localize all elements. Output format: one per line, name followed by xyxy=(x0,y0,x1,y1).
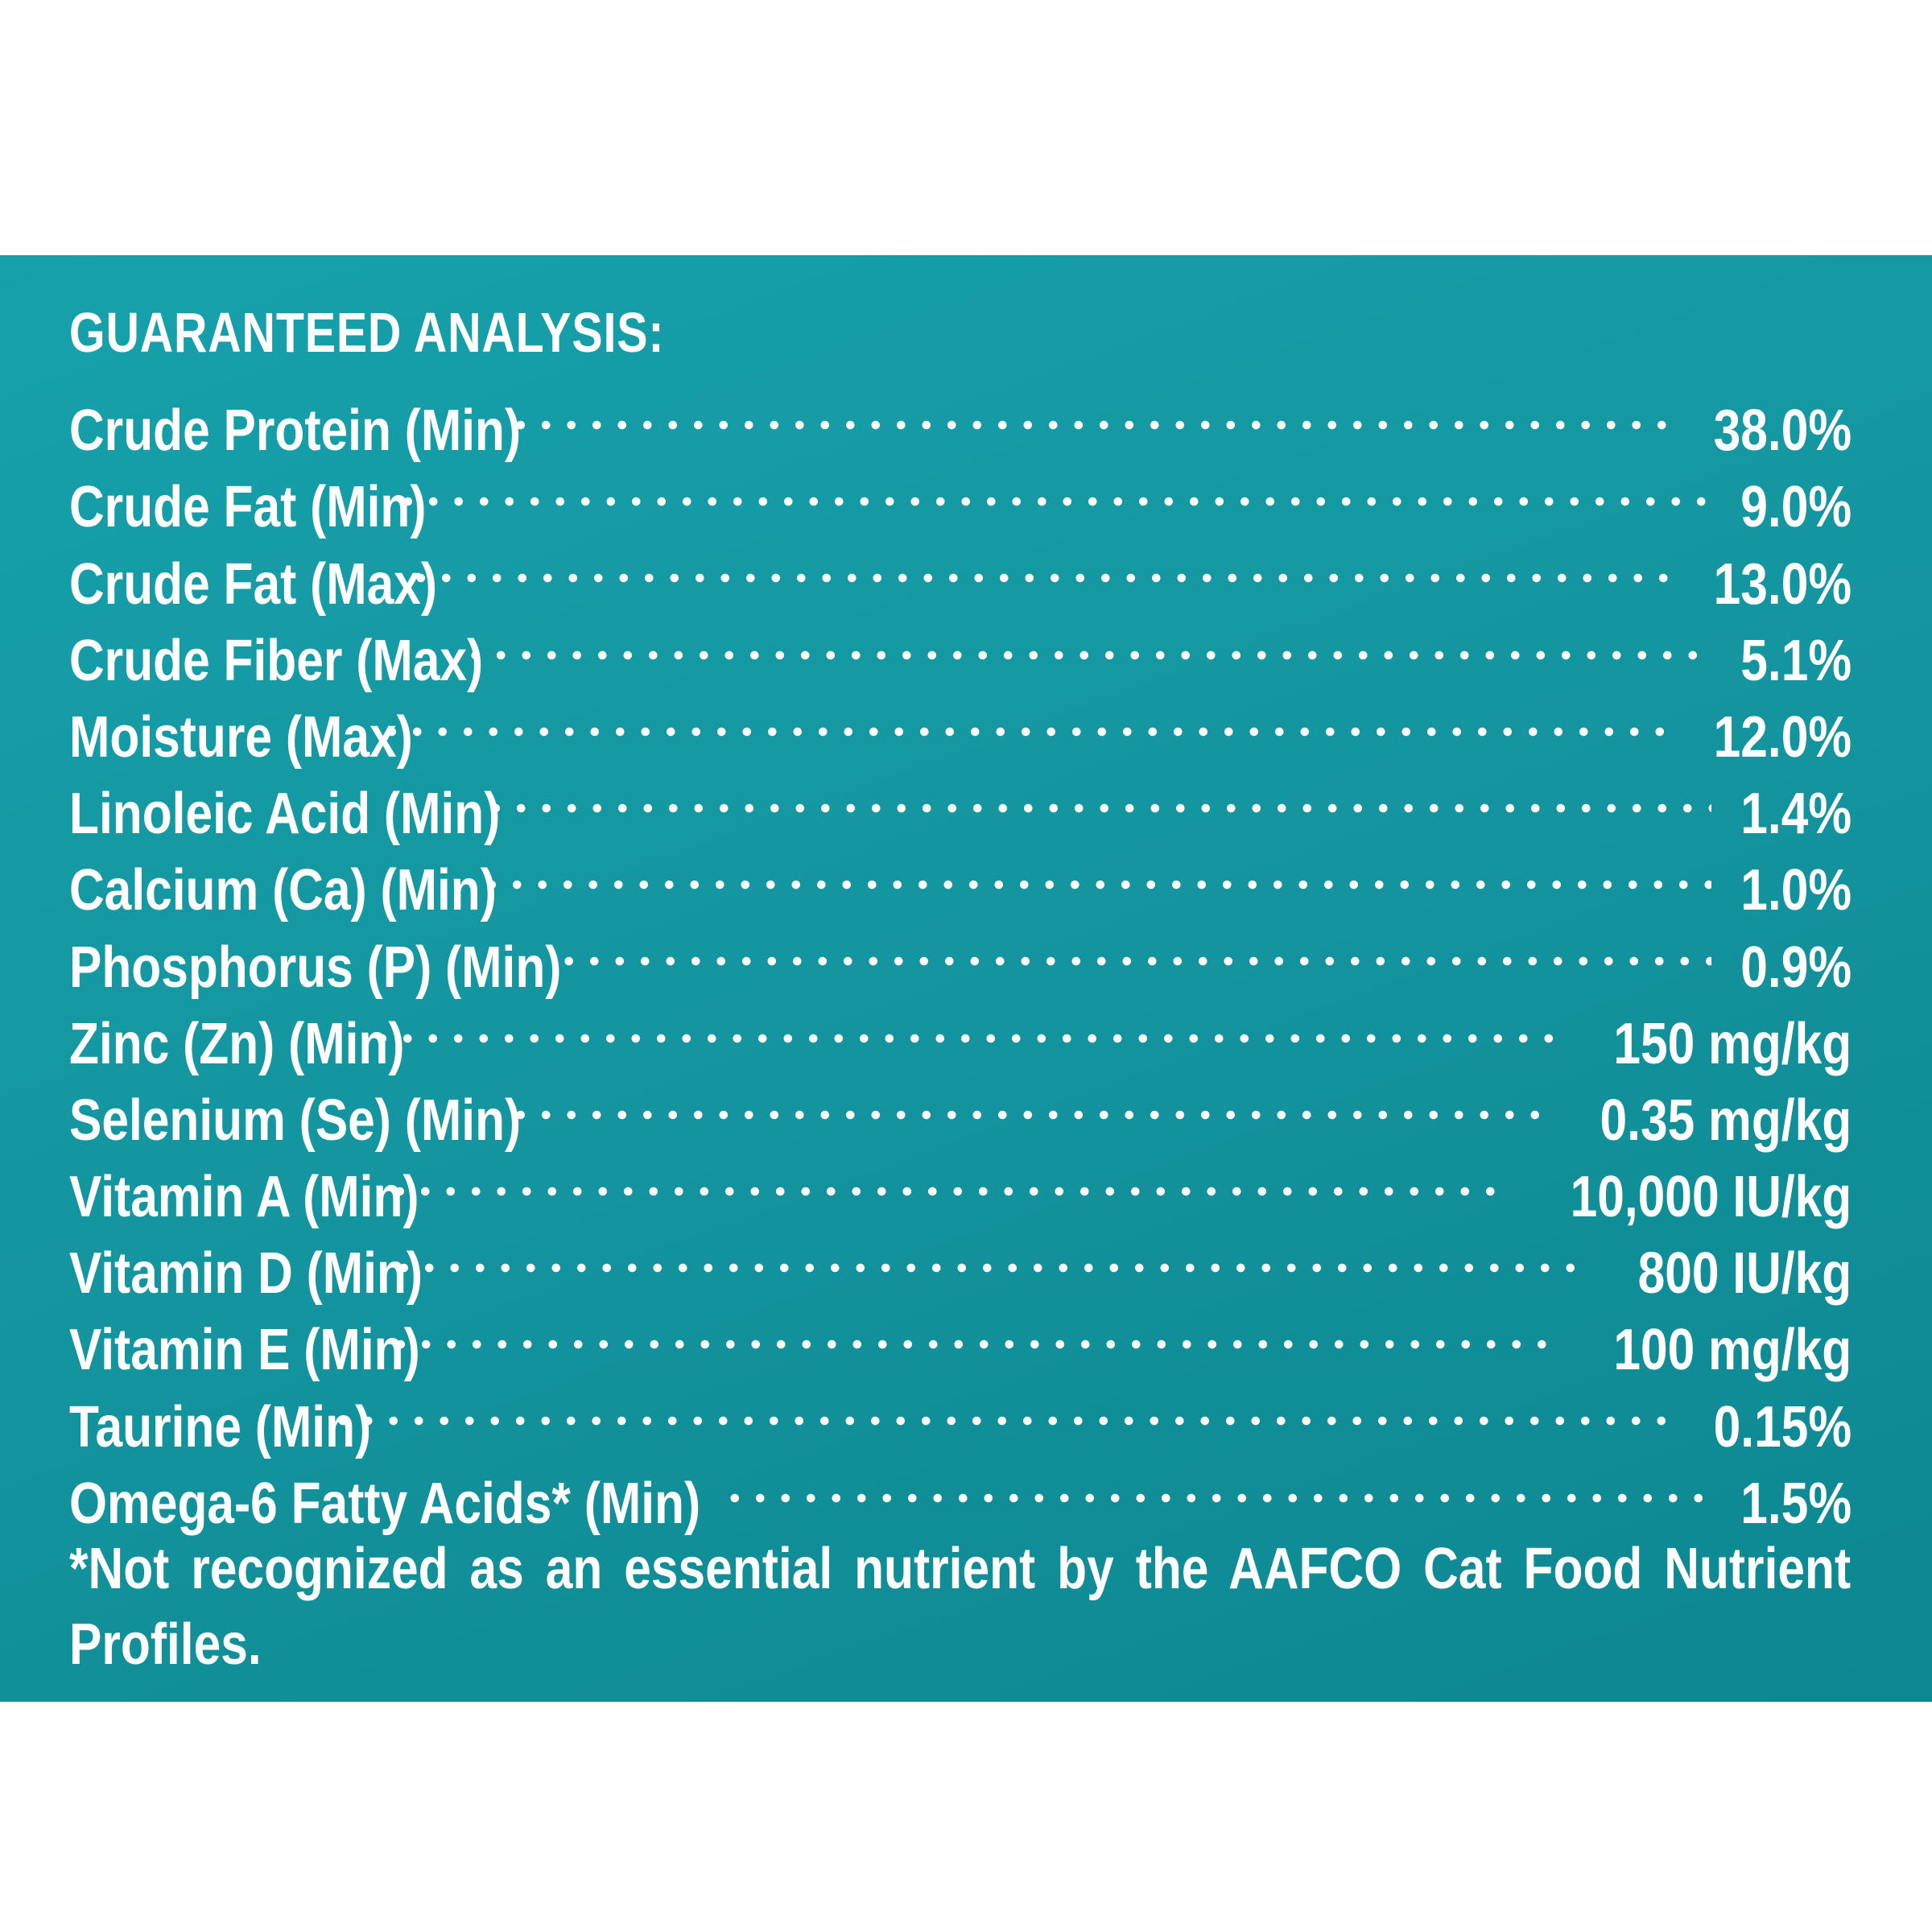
analysis-row: Vitamin D (Min) 800 IU/kg xyxy=(69,1216,1852,1306)
analysis-row: Crude Fat (Min) 9.0% xyxy=(69,450,1852,539)
dot-leader xyxy=(463,604,1711,680)
nutrient-label: Crude Fiber (Max) xyxy=(69,628,484,693)
dot-leader xyxy=(483,757,1711,833)
analysis-row: Linoleic Acid (Min) 1.4% xyxy=(69,757,1852,846)
nutrient-value: 9.0% xyxy=(1740,475,1852,540)
nutrient-label: Calcium (Ca) (Min) xyxy=(69,858,497,923)
nutrient-label: Crude Fat (Max) xyxy=(69,551,437,617)
nutrient-label: Crude Fat (Min) xyxy=(69,475,427,540)
nutrient-label: Vitamin D (Min) xyxy=(69,1241,423,1307)
nutrient-value: 13.0% xyxy=(1713,551,1852,617)
nutrient-value: 0.35 mg/kg xyxy=(1600,1088,1852,1153)
nutrient-value: 800 IU/kg xyxy=(1637,1241,1852,1307)
analysis-row: Calcium (Ca) (Min) 1.0% xyxy=(69,833,1852,923)
nutrient-label: Crude Protein (Min) xyxy=(69,398,522,464)
analysis-row: Crude Fiber (Max) 5.1% xyxy=(69,604,1852,693)
nutrient-value: 0.9% xyxy=(1740,935,1852,1000)
nutrient-label: Taurine (Min) xyxy=(69,1394,372,1459)
analysis-row: Vitamin A (Min) 10,000 IU/kg xyxy=(69,1140,1852,1229)
nutrient-value: 1.0% xyxy=(1740,858,1852,923)
nutrient-label: Phosphorus (P) (Min) xyxy=(69,935,562,1000)
nutrient-label: Linoleic Acid (Min) xyxy=(69,782,501,847)
nutrient-label: Vitamin A (Min) xyxy=(69,1165,419,1230)
nutrient-label: Zinc (Zn) (Min) xyxy=(69,1011,405,1076)
nutrient-label: Vitamin E (Min) xyxy=(69,1318,420,1383)
analysis-row: Omega-6 Fatty Acids* (Min) 1.5% xyxy=(69,1447,1852,1536)
analysis-row: Crude Protein (Min) 38.0% xyxy=(69,374,1852,463)
nutrient-label: Moisture (Max) xyxy=(69,704,413,770)
analysis-title: GUARANTEED ANALYSIS: xyxy=(69,301,665,364)
analysis-row: Crude Fat (Max) 13.0% xyxy=(69,526,1852,617)
analysis-row: Moisture (Max) 12.0% xyxy=(69,680,1852,770)
analysis-row: Phosphorus (P) (Min) 0.9% xyxy=(69,910,1852,1000)
analysis-row: Taurine (Min) 0.15% xyxy=(69,1369,1852,1459)
nutrient-value: 150 mg/kg xyxy=(1613,1011,1852,1076)
guaranteed-analysis-panel: GUARANTEED ANALYSIS: Crude Protein (Min)… xyxy=(0,255,1932,1702)
analysis-row: Zinc (Zn) (Min) 150 mg/kg xyxy=(69,987,1852,1076)
nutrient-value: 100 mg/kg xyxy=(1613,1318,1852,1383)
dot-leader xyxy=(408,526,1679,603)
dot-leader xyxy=(379,680,1679,757)
nutrient-value: 0.15% xyxy=(1713,1394,1852,1459)
dot-leader xyxy=(721,1447,1711,1523)
dot-leader xyxy=(329,1369,1679,1446)
dot-leader xyxy=(387,1293,1560,1369)
dot-leader xyxy=(508,374,1679,450)
nutrient-value: 38.0% xyxy=(1713,398,1852,464)
analysis-row: Selenium (Se) (Min) 0.35 mg/kg xyxy=(69,1063,1852,1153)
dot-leader xyxy=(479,833,1711,910)
nutrient-value: 10,000 IU/kg xyxy=(1570,1165,1852,1230)
dot-leader xyxy=(556,910,1711,986)
nutrient-value: 1.5% xyxy=(1740,1471,1852,1536)
nutrient-value: 5.1% xyxy=(1740,628,1852,693)
dot-leader xyxy=(390,1216,1589,1293)
dot-leader xyxy=(386,1140,1509,1216)
nutrient-value: 1.4% xyxy=(1740,782,1852,847)
dot-leader xyxy=(508,1063,1544,1140)
dot-leader xyxy=(395,450,1711,526)
analysis-row: Vitamin E (Min) 100 mg/kg xyxy=(69,1293,1852,1382)
nutrient-value: 12.0% xyxy=(1713,704,1852,770)
nutrient-label: Omega-6 Fatty Acids* (Min) xyxy=(69,1471,701,1536)
dot-leader xyxy=(369,987,1560,1063)
footnote: *Not recognized as an essential nutrient… xyxy=(69,1531,1852,1682)
nutrient-label: Selenium (Se) (Min) xyxy=(69,1088,522,1153)
footnote-text: *Not recognized as an essential nutrient… xyxy=(69,1536,1852,1677)
